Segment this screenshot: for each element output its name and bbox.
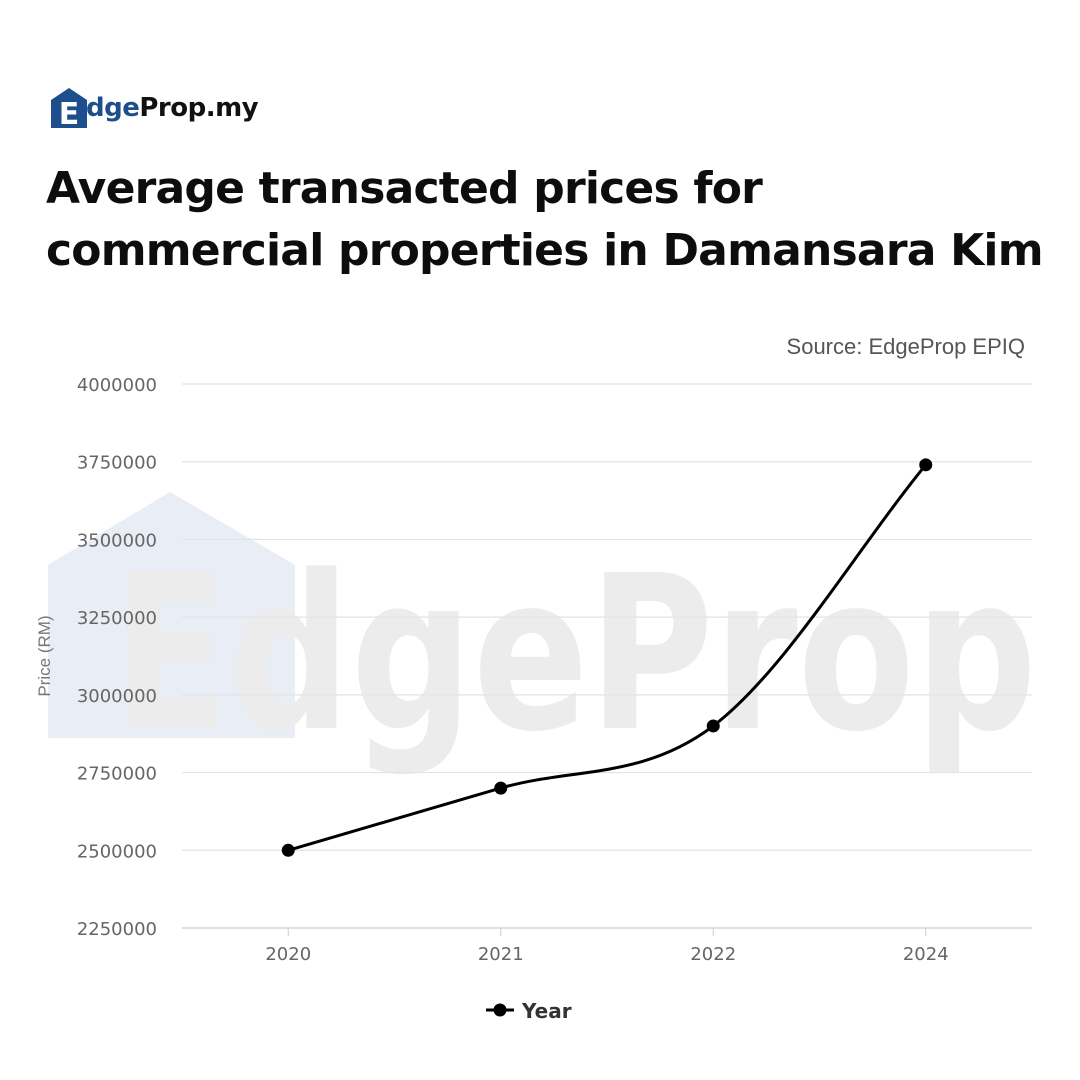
- source-note: Source: EdgeProp EPIQ: [786, 334, 1025, 359]
- x-tick-label: 2021: [478, 944, 524, 965]
- x-tick-label: 2022: [690, 944, 736, 965]
- logo-text-prop: Prop.my: [139, 93, 259, 123]
- x-tick-label: 2020: [265, 944, 311, 965]
- y-tick-label: 3000000: [77, 686, 157, 707]
- logo-letter-e: E: [59, 97, 80, 129]
- logo-wordmark: dgeProp.my: [86, 87, 259, 129]
- data-point[interactable]: [919, 458, 933, 472]
- y-tick-label: 3500000: [77, 530, 157, 551]
- plot-area: [281, 458, 933, 857]
- y-tick-label: 3250000: [77, 608, 157, 629]
- watermark-text: EdgeProp: [112, 530, 1037, 779]
- y-tick-label: 4000000: [77, 375, 157, 396]
- data-point[interactable]: [281, 843, 295, 857]
- y-tick-label: 3750000: [77, 453, 157, 474]
- y-axis-label: Price (RM): [35, 615, 54, 696]
- y-axis: 2250000 2500000 2750000 3000000 3250000 35000…: [77, 375, 157, 940]
- y-tick-label: 2250000: [77, 919, 157, 940]
- gridlines: [182, 383, 1032, 929]
- y-tick-label: 2750000: [77, 764, 157, 785]
- edgeprop-watermark: EdgeProp: [48, 492, 1037, 779]
- legend-label: Year: [521, 999, 572, 1023]
- chart-title: Average transacted prices for commercial…: [46, 158, 1046, 282]
- legend-marker: [493, 1003, 507, 1017]
- data-point[interactable]: [494, 781, 508, 795]
- edgeprop-logo: E dgeProp.my: [50, 86, 259, 130]
- series-line: [286, 463, 928, 852]
- x-axis: 2020 2021 2022 2024: [265, 928, 949, 965]
- x-tick-label: 2024: [903, 944, 949, 965]
- logo-text-dge: dge: [86, 93, 140, 123]
- y-tick-label: 2500000: [77, 841, 157, 862]
- chart-title-line1: Average transacted prices for: [46, 163, 763, 214]
- legend[interactable]: Year: [486, 999, 572, 1023]
- chart-title-line2: commercial properties in Damansara Kim: [46, 225, 1044, 276]
- house-logo-icon: E: [51, 88, 87, 129]
- watermark-house-icon: [48, 492, 295, 738]
- data-point[interactable]: [706, 719, 720, 733]
